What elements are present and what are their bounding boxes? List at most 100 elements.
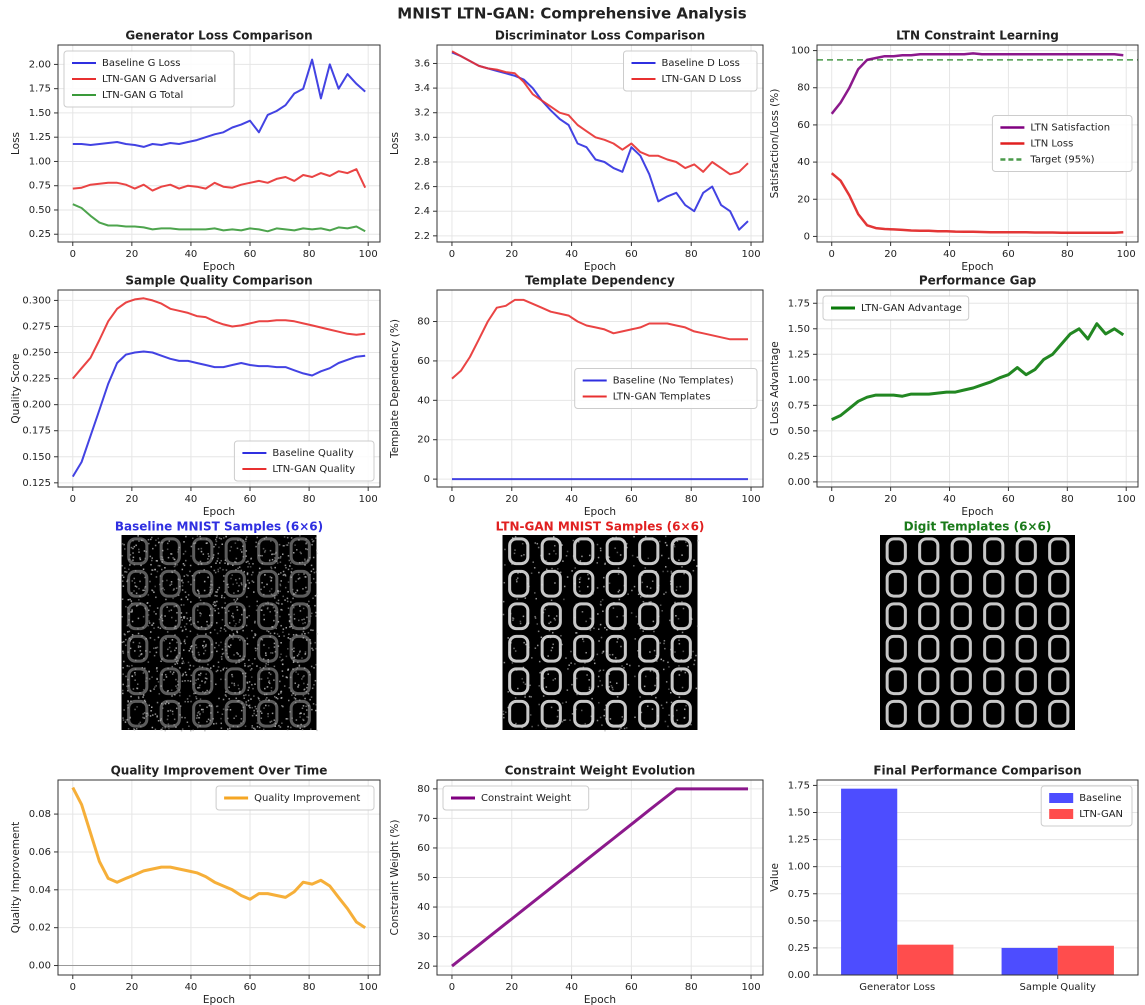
noise-dot <box>259 667 261 669</box>
y-tick-label: 50 <box>417 873 430 884</box>
noise-dot <box>144 590 146 592</box>
noise-dot <box>576 632 578 634</box>
x-tick-label: 40 <box>943 249 956 260</box>
x-tick-label: 100 <box>359 494 378 505</box>
noise-dot <box>249 582 251 584</box>
noise-dot <box>233 592 235 594</box>
noise-dot <box>184 717 186 719</box>
noise-dot <box>165 638 167 640</box>
noise-dot <box>142 713 144 715</box>
noise-dot <box>530 696 532 698</box>
noise-dot <box>190 617 192 619</box>
noise-dot <box>217 670 219 672</box>
noise-dot <box>316 571 318 573</box>
noise-dot <box>316 553 318 555</box>
noise-dot <box>538 725 540 727</box>
noise-dot <box>600 717 602 719</box>
y-tick-label: 1.75 <box>788 780 810 791</box>
noise-dot <box>288 634 290 636</box>
noise-dot <box>550 621 552 623</box>
noise-dot <box>203 653 205 655</box>
noise-dot <box>122 616 124 618</box>
noise-dot <box>166 580 168 582</box>
noise-dot <box>204 581 206 583</box>
y-tick-label: 70 <box>417 813 430 824</box>
noise-dot <box>124 548 126 550</box>
noise-dot <box>173 672 175 674</box>
noise-dot <box>157 647 159 649</box>
noise-dot <box>288 607 290 609</box>
legend-label: Baseline (No Templates) <box>613 376 734 387</box>
noise-dot <box>163 640 165 642</box>
noise-dot <box>150 539 152 541</box>
noise-dot <box>265 699 267 701</box>
noise-dot <box>218 698 220 700</box>
noise-dot <box>148 620 150 622</box>
noise-dot <box>668 666 670 668</box>
noise-dot <box>642 582 644 584</box>
noise-dot <box>292 598 294 600</box>
noise-dot <box>234 683 236 685</box>
x-tick-label: 60 <box>244 494 257 505</box>
legend-label: LTN-GAN D Loss <box>662 74 742 85</box>
noise-dot <box>635 638 637 640</box>
noise-dot <box>517 577 519 579</box>
y-tick-label: 1.00 <box>788 375 810 386</box>
noise-dot <box>652 580 654 582</box>
noise-dot <box>133 642 135 644</box>
x-axis-label: Epoch <box>584 506 616 518</box>
noise-dot <box>313 667 315 669</box>
x-tick-label: 40 <box>185 249 198 260</box>
noise-dot <box>579 582 581 584</box>
noise-dot <box>620 646 622 648</box>
x-tick-label: 40 <box>185 494 198 505</box>
noise-dot <box>521 678 523 680</box>
noise-dot <box>197 715 199 717</box>
figure: MNIST LTN-GAN: Comprehensive Analysis 0.… <box>0 0 1145 1005</box>
noise-dot <box>243 695 245 697</box>
x-tick-label: 100 <box>359 249 378 260</box>
noise-dot <box>197 621 199 623</box>
noise-dot <box>693 559 695 561</box>
noise-dot <box>140 650 142 652</box>
noise-dot <box>218 547 220 549</box>
noise-dot <box>594 663 596 665</box>
noise-dot <box>164 567 166 569</box>
noise-dot <box>598 686 600 688</box>
noise-dot <box>554 618 556 620</box>
noise-dot <box>251 557 253 559</box>
noise-dot <box>249 704 251 706</box>
noise-dot <box>220 670 222 672</box>
noise-dot <box>122 673 124 675</box>
noise-dot <box>213 604 215 606</box>
noise-dot <box>259 568 261 570</box>
noise-dot <box>517 688 519 690</box>
noise-dot <box>252 715 254 717</box>
noise-dot <box>130 611 132 613</box>
noise-dot <box>534 567 536 569</box>
noise-dot <box>600 604 602 606</box>
noise-dot <box>167 691 169 693</box>
y-tick-label: 0.75 <box>788 400 810 411</box>
noise-dot <box>665 536 667 538</box>
noise-dot <box>516 581 518 583</box>
noise-dot <box>299 713 301 715</box>
noise-dot <box>617 696 619 698</box>
y-tick-label: 0.150 <box>22 452 51 463</box>
noise-dot <box>663 643 665 645</box>
noise-dot <box>679 696 681 698</box>
noise-dot <box>187 680 189 682</box>
noise-dot <box>184 575 186 577</box>
noise-dot <box>180 626 182 628</box>
noise-dot <box>184 639 186 641</box>
noise-dot <box>662 571 664 573</box>
y-axis-label: Satisfaction/Loss (%) <box>769 89 781 199</box>
noise-dot <box>293 651 295 653</box>
noise-dot <box>231 574 233 576</box>
noise-dot <box>584 723 586 725</box>
noise-dot <box>128 666 130 668</box>
y-tick-label: 0.200 <box>22 400 51 411</box>
noise-dot <box>158 637 160 639</box>
noise-dot <box>265 550 267 552</box>
noise-dot <box>662 707 664 709</box>
